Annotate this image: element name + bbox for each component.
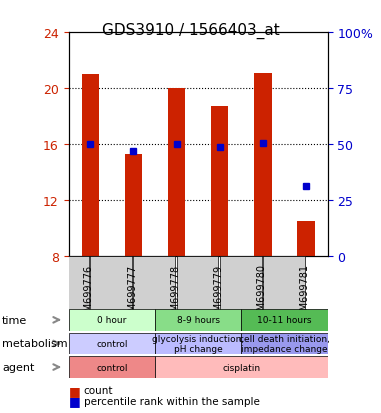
- Bar: [298, 221, 315, 256]
- Text: glycolysis induction,
pH change: glycolysis induction, pH change: [152, 334, 244, 353]
- FancyBboxPatch shape: [263, 256, 305, 330]
- Text: GSM699777: GSM699777: [127, 263, 137, 323]
- Bar: [211, 107, 228, 256]
- Bar: [241, 309, 328, 331]
- FancyBboxPatch shape: [176, 256, 218, 330]
- Text: ■: ■: [69, 394, 80, 407]
- Text: control: control: [96, 339, 128, 348]
- FancyBboxPatch shape: [47, 256, 89, 330]
- Bar: [155, 333, 241, 354]
- Text: 0 hour: 0 hour: [97, 316, 126, 325]
- Bar: [155, 309, 241, 331]
- Text: count: count: [84, 385, 113, 395]
- FancyBboxPatch shape: [220, 256, 262, 330]
- Text: 10-11 hours: 10-11 hours: [257, 316, 312, 325]
- Text: 8-9 hours: 8-9 hours: [177, 316, 219, 325]
- Bar: [125, 154, 142, 256]
- Bar: [69, 309, 155, 331]
- Text: agent: agent: [2, 362, 34, 372]
- Text: cell death initiation,
impedance change: cell death initiation, impedance change: [239, 334, 330, 353]
- Text: GSM699778: GSM699778: [170, 264, 180, 323]
- FancyBboxPatch shape: [90, 256, 132, 330]
- Text: GSM699779: GSM699779: [213, 264, 223, 323]
- Bar: [254, 74, 272, 256]
- Text: GDS3910 / 1566403_at: GDS3910 / 1566403_at: [102, 23, 279, 39]
- Bar: [241, 333, 328, 354]
- Bar: [168, 89, 185, 256]
- FancyBboxPatch shape: [133, 256, 175, 330]
- Text: ■: ■: [69, 384, 80, 397]
- Text: GSM699776: GSM699776: [84, 264, 94, 323]
- Text: GSM699780: GSM699780: [256, 264, 267, 323]
- Text: percentile rank within the sample: percentile rank within the sample: [84, 396, 260, 406]
- Bar: [69, 333, 155, 354]
- Text: GSM699781: GSM699781: [300, 264, 310, 323]
- Text: metabolism: metabolism: [2, 339, 67, 349]
- Bar: [69, 356, 155, 378]
- Bar: [155, 356, 328, 378]
- Bar: [82, 75, 99, 256]
- Text: control: control: [96, 363, 128, 372]
- Text: time: time: [2, 315, 27, 325]
- Text: cisplatin: cisplatin: [222, 363, 260, 372]
